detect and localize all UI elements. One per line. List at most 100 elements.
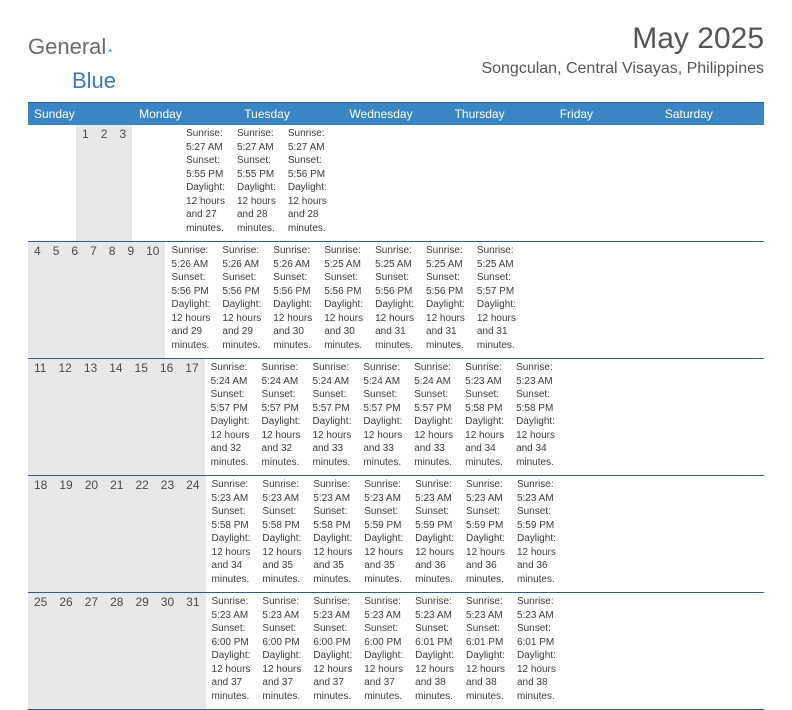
day-info-line: Daylight: 12 hours	[415, 649, 454, 676]
day-body-row: Sunrise: 5:23 AMSunset: 6:00 PMDaylight:…	[206, 593, 562, 709]
day-cell: Sunrise: 5:27 AMSunset: 5:55 PMDaylight:…	[231, 125, 282, 241]
day-info-line: Sunset: 5:56 PM	[171, 271, 210, 298]
day-info-line: and 30 minutes.	[273, 325, 312, 352]
day-info-line: Daylight: 12 hours	[375, 298, 414, 325]
day-cell: Sunrise: 5:23 AMSunset: 5:59 PMDaylight:…	[460, 476, 511, 592]
day-number: 9	[121, 242, 140, 358]
day-info-line: and 35 minutes.	[262, 559, 301, 586]
day-info-line: Sunrise: 5:23 AM	[415, 595, 454, 622]
day-info-line: and 29 minutes.	[171, 325, 210, 352]
day-info-line: Daylight: 12 hours	[324, 298, 363, 325]
day-number	[40, 125, 52, 241]
day-info-line: Daylight: 12 hours	[212, 649, 251, 676]
day-number: 30	[155, 593, 180, 709]
day-info-line: and 30 minutes.	[324, 325, 363, 352]
day-number: 11	[28, 359, 52, 475]
day-info-line: Sunrise: 5:23 AM	[313, 478, 352, 505]
day-cell: Sunrise: 5:23 AMSunset: 6:00 PMDaylight:…	[206, 593, 257, 709]
day-number: 31	[180, 593, 205, 709]
day-info-line: Sunrise: 5:27 AM	[186, 127, 225, 154]
day-info-line: Sunset: 5:59 PM	[517, 505, 556, 532]
day-info-line: and 32 minutes.	[262, 442, 301, 469]
day-of-week-cell: Thursday	[449, 103, 554, 125]
day-info-line: Daylight: 12 hours	[186, 181, 225, 208]
day-number: 16	[154, 359, 179, 475]
day-body-row: Sunrise: 5:24 AMSunset: 5:57 PMDaylight:…	[205, 359, 561, 475]
day-number: 29	[129, 593, 154, 709]
day-of-week-row: SundayMondayTuesdayWednesdayThursdayFrid…	[28, 103, 764, 125]
day-number-row: 25262728293031	[28, 593, 206, 709]
day-cell: Sunrise: 5:23 AMSunset: 6:01 PMDaylight:…	[460, 593, 511, 709]
day-number: 28	[104, 593, 129, 709]
day-number	[28, 125, 40, 241]
day-info-line: and 28 minutes.	[288, 208, 327, 235]
day-info-line: Sunrise: 5:23 AM	[262, 478, 301, 505]
day-info-line: and 36 minutes.	[517, 559, 556, 586]
day-cell: Sunrise: 5:23 AMSunset: 5:58 PMDaylight:…	[206, 476, 257, 592]
day-cell	[144, 125, 156, 241]
day-number: 18	[28, 476, 53, 592]
day-info-line: Sunrise: 5:25 AM	[324, 244, 363, 271]
day-cell	[132, 125, 144, 241]
day-info-line: Sunset: 5:55 PM	[186, 154, 225, 181]
day-info-line: Sunset: 6:00 PM	[262, 622, 301, 649]
week: 25262728293031Sunrise: 5:23 AMSunset: 6:…	[28, 593, 764, 710]
day-info-line: Sunset: 6:00 PM	[364, 622, 403, 649]
day-info-line: Daylight: 12 hours	[262, 532, 301, 559]
day-info-line: Sunset: 5:55 PM	[237, 154, 276, 181]
day-number: 8	[103, 242, 122, 358]
day-info-line: Sunset: 5:58 PM	[313, 505, 352, 532]
day-of-week-cell: Tuesday	[238, 103, 343, 125]
day-info-line: Sunrise: 5:24 AM	[262, 361, 301, 388]
day-cell: Sunrise: 5:23 AMSunset: 6:00 PMDaylight:…	[307, 593, 358, 709]
day-info-line: Sunrise: 5:27 AM	[288, 127, 327, 154]
day-info-line: Daylight: 12 hours	[273, 298, 312, 325]
day-number: 13	[78, 359, 103, 475]
day-info-line: Daylight: 12 hours	[363, 415, 402, 442]
day-info-line: Daylight: 12 hours	[262, 649, 301, 676]
day-info-line: and 34 minutes.	[516, 442, 555, 469]
day-info-line: Sunset: 5:56 PM	[375, 271, 414, 298]
day-of-week-cell: Wednesday	[343, 103, 448, 125]
day-body-row: Sunrise: 5:23 AMSunset: 5:58 PMDaylight:…	[206, 476, 562, 592]
day-info-line: and 36 minutes.	[466, 559, 505, 586]
day-info-line: Sunrise: 5:27 AM	[237, 127, 276, 154]
day-info-line: Sunrise: 5:25 AM	[477, 244, 516, 271]
day-info-line: Sunset: 5:58 PM	[465, 388, 504, 415]
day-info-line: Sunset: 5:56 PM	[426, 271, 465, 298]
day-info-line: Sunset: 5:57 PM	[477, 271, 516, 298]
day-info-line: Sunset: 5:56 PM	[273, 271, 312, 298]
day-number: 14	[103, 359, 128, 475]
day-number-row: 18192021222324	[28, 476, 206, 592]
day-cell: Sunrise: 5:24 AMSunset: 5:57 PMDaylight:…	[408, 359, 459, 475]
day-info-line: and 31 minutes.	[375, 325, 414, 352]
day-info-line: Sunset: 5:58 PM	[212, 505, 251, 532]
day-cell: Sunrise: 5:23 AMSunset: 5:58 PMDaylight:…	[307, 476, 358, 592]
day-info-line: Daylight: 12 hours	[313, 532, 352, 559]
day-info-line: Sunrise: 5:24 AM	[363, 361, 402, 388]
day-info-line: and 36 minutes.	[415, 559, 454, 586]
day-number: 10	[140, 242, 165, 358]
day-number: 4	[28, 242, 47, 358]
day-of-week-cell: Monday	[133, 103, 238, 125]
day-info-line: Sunrise: 5:23 AM	[415, 478, 454, 505]
day-cell: Sunrise: 5:26 AMSunset: 5:56 PMDaylight:…	[267, 242, 318, 358]
day-info-line: Sunrise: 5:23 AM	[313, 595, 352, 622]
day-cell: Sunrise: 5:25 AMSunset: 5:56 PMDaylight:…	[420, 242, 471, 358]
day-cell: Sunrise: 5:25 AMSunset: 5:57 PMDaylight:…	[471, 242, 522, 358]
day-info-line: and 37 minutes.	[313, 676, 352, 703]
day-cell: Sunrise: 5:24 AMSunset: 5:57 PMDaylight:…	[357, 359, 408, 475]
day-info-line: Sunset: 5:56 PM	[324, 271, 363, 298]
day-info-line: Sunset: 5:59 PM	[466, 505, 505, 532]
day-body-row: Sunrise: 5:27 AMSunset: 5:55 PMDaylight:…	[132, 125, 333, 241]
day-info-line: Sunrise: 5:23 AM	[516, 361, 555, 388]
day-info-line: and 29 minutes.	[222, 325, 261, 352]
day-cell: Sunrise: 5:24 AMSunset: 5:57 PMDaylight:…	[306, 359, 357, 475]
day-number: 21	[104, 476, 129, 592]
day-info-line: Sunset: 5:56 PM	[288, 154, 327, 181]
day-cell: Sunrise: 5:27 AMSunset: 5:55 PMDaylight:…	[180, 125, 231, 241]
day-number-row: 11121314151617	[28, 359, 205, 475]
day-number: 3	[113, 125, 132, 241]
day-info-line: and 34 minutes.	[212, 559, 251, 586]
day-of-week-cell: Saturday	[659, 103, 764, 125]
